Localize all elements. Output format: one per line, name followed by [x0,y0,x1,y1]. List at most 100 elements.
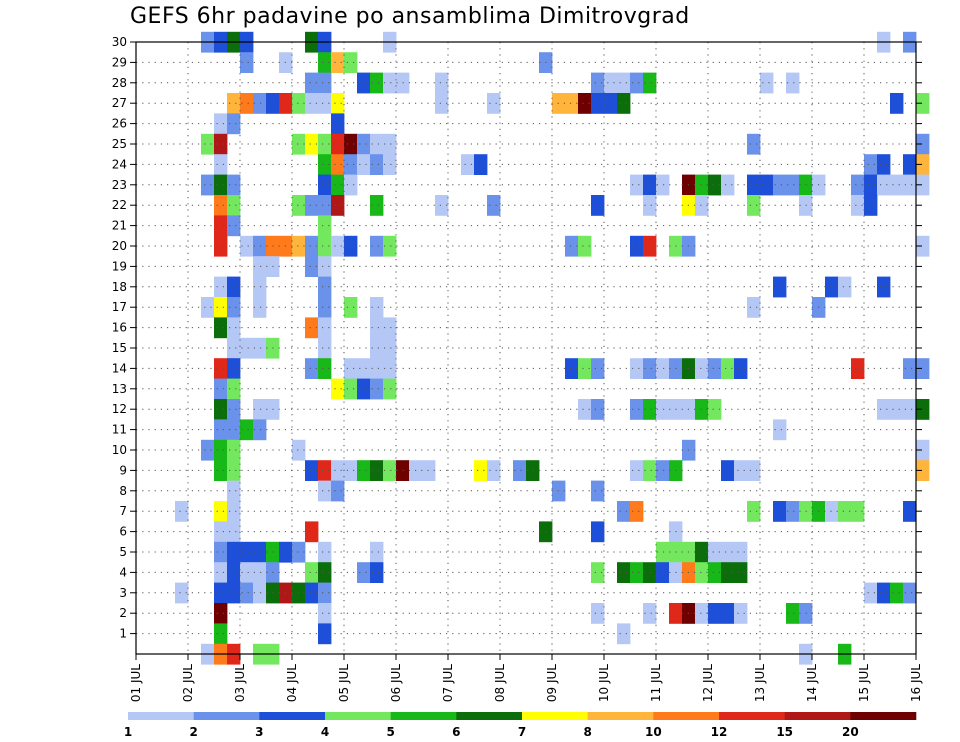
y-tick-label: 27 [112,96,127,110]
heatmap-cell [916,399,930,420]
heatmap-cell [305,256,319,277]
heatmap-cell [630,358,644,379]
heatmap-cell [227,337,241,359]
heatmap-cell [227,582,241,604]
heatmap-cell [383,460,397,481]
colorbar-swatch [719,712,785,720]
heatmap-cell [214,113,228,135]
heatmap-cell [305,582,319,604]
y-tick-label: 14 [112,361,127,375]
heatmap-cell [591,93,605,114]
heatmap-cell [292,195,306,216]
heatmap-cell [331,133,345,155]
heatmap-cell [305,358,319,379]
heatmap-cell [305,235,319,257]
heatmap-cell [292,133,306,155]
heatmap-cell [708,174,722,196]
heatmap-cell [292,439,306,461]
heatmap-cell [318,541,332,563]
heatmap-cell [591,562,605,583]
heatmap-cell [214,399,228,420]
y-tick-label: 17 [112,300,127,314]
heatmap-cell [344,378,358,400]
heatmap-cell [344,235,358,257]
heatmap-cell [305,195,319,216]
heatmap-cell [786,174,800,196]
heatmap-cell [864,154,878,175]
heatmap-cell [916,154,930,175]
y-tick-label: 7 [119,504,127,518]
y-tick-label: 3 [119,586,127,600]
x-tick-label: 02 JUL [181,664,195,702]
heatmap-cell [734,603,748,624]
heatmap-cell [357,460,371,481]
heatmap-cell [851,195,865,216]
y-tick-label: 24 [112,157,127,171]
colorbar: 1 2 3 4 5 6 7 8 10 12 15 20 [124,712,917,739]
heatmap-cell [370,235,384,257]
heatmap-cell [747,297,761,318]
heatmap-cell [357,562,371,583]
heatmap-cell [318,133,332,155]
heatmap-cell [643,603,657,624]
heatmap-cell [643,399,657,420]
heatmap-cell [214,562,228,583]
x-tick-label: 15 JUL [857,664,871,702]
heatmap-cell [643,195,657,216]
heatmap-cell [383,358,397,379]
y-tick-label: 9 [119,463,127,477]
heatmap-cell [903,174,917,196]
heatmap-cell [357,378,371,400]
heatmap-cell [344,154,358,175]
heatmap-cell [643,235,657,257]
colorbar-swatch [456,712,523,720]
heatmap-cell [383,235,397,257]
heatmap-cell [305,317,319,339]
heatmap-cell [916,358,930,379]
heatmap-cell [292,582,306,604]
heatmap-cell [851,501,865,522]
heatmap-cell [227,562,241,583]
y-tick-label: 23 [112,178,127,192]
heatmap-cell [630,562,644,583]
heatmap-cell [214,623,228,645]
y-tick-label: 13 [112,382,127,396]
heatmap-cell [370,378,384,400]
heatmap-cell [461,154,475,175]
heatmap-cell [825,276,839,298]
heatmap-cell [760,72,774,94]
heatmap-cell [643,72,657,94]
heatmap-cell [318,623,332,645]
heatmap-cell [695,358,709,379]
heatmap-cell [695,562,709,583]
heatmap-cell [591,72,605,94]
y-tick-label: 26 [112,117,127,131]
heatmap-cell [227,541,241,563]
heatmap-cell [916,439,930,461]
heatmap-cell [487,460,501,481]
y-tick-label: 10 [112,443,127,457]
x-tick-label: 01 JUL [129,664,143,702]
heatmap-cell [578,235,592,257]
heatmap-cell [227,501,241,522]
heatmap-cell [357,358,371,379]
heatmap-cell [721,174,735,196]
heatmap-cell [435,93,449,114]
heatmap-cell [214,541,228,563]
heatmap-cell [318,154,332,175]
heatmap-cell [331,235,345,257]
heatmap-cell [617,501,631,522]
heatmap-cell [240,337,254,359]
heatmap-cell [357,72,371,94]
heatmap-cell [721,562,735,583]
y-tick-label: 5 [119,545,127,559]
heatmap-cell [227,276,241,298]
heatmap-cell [630,399,644,420]
heatmap-cell [591,603,605,624]
heatmap-cell [617,562,631,583]
heatmap-cell [370,154,384,175]
x-tick-label: 14 JUL [805,664,819,702]
heatmap-cell [305,521,319,543]
heatmap-cell [240,582,254,604]
